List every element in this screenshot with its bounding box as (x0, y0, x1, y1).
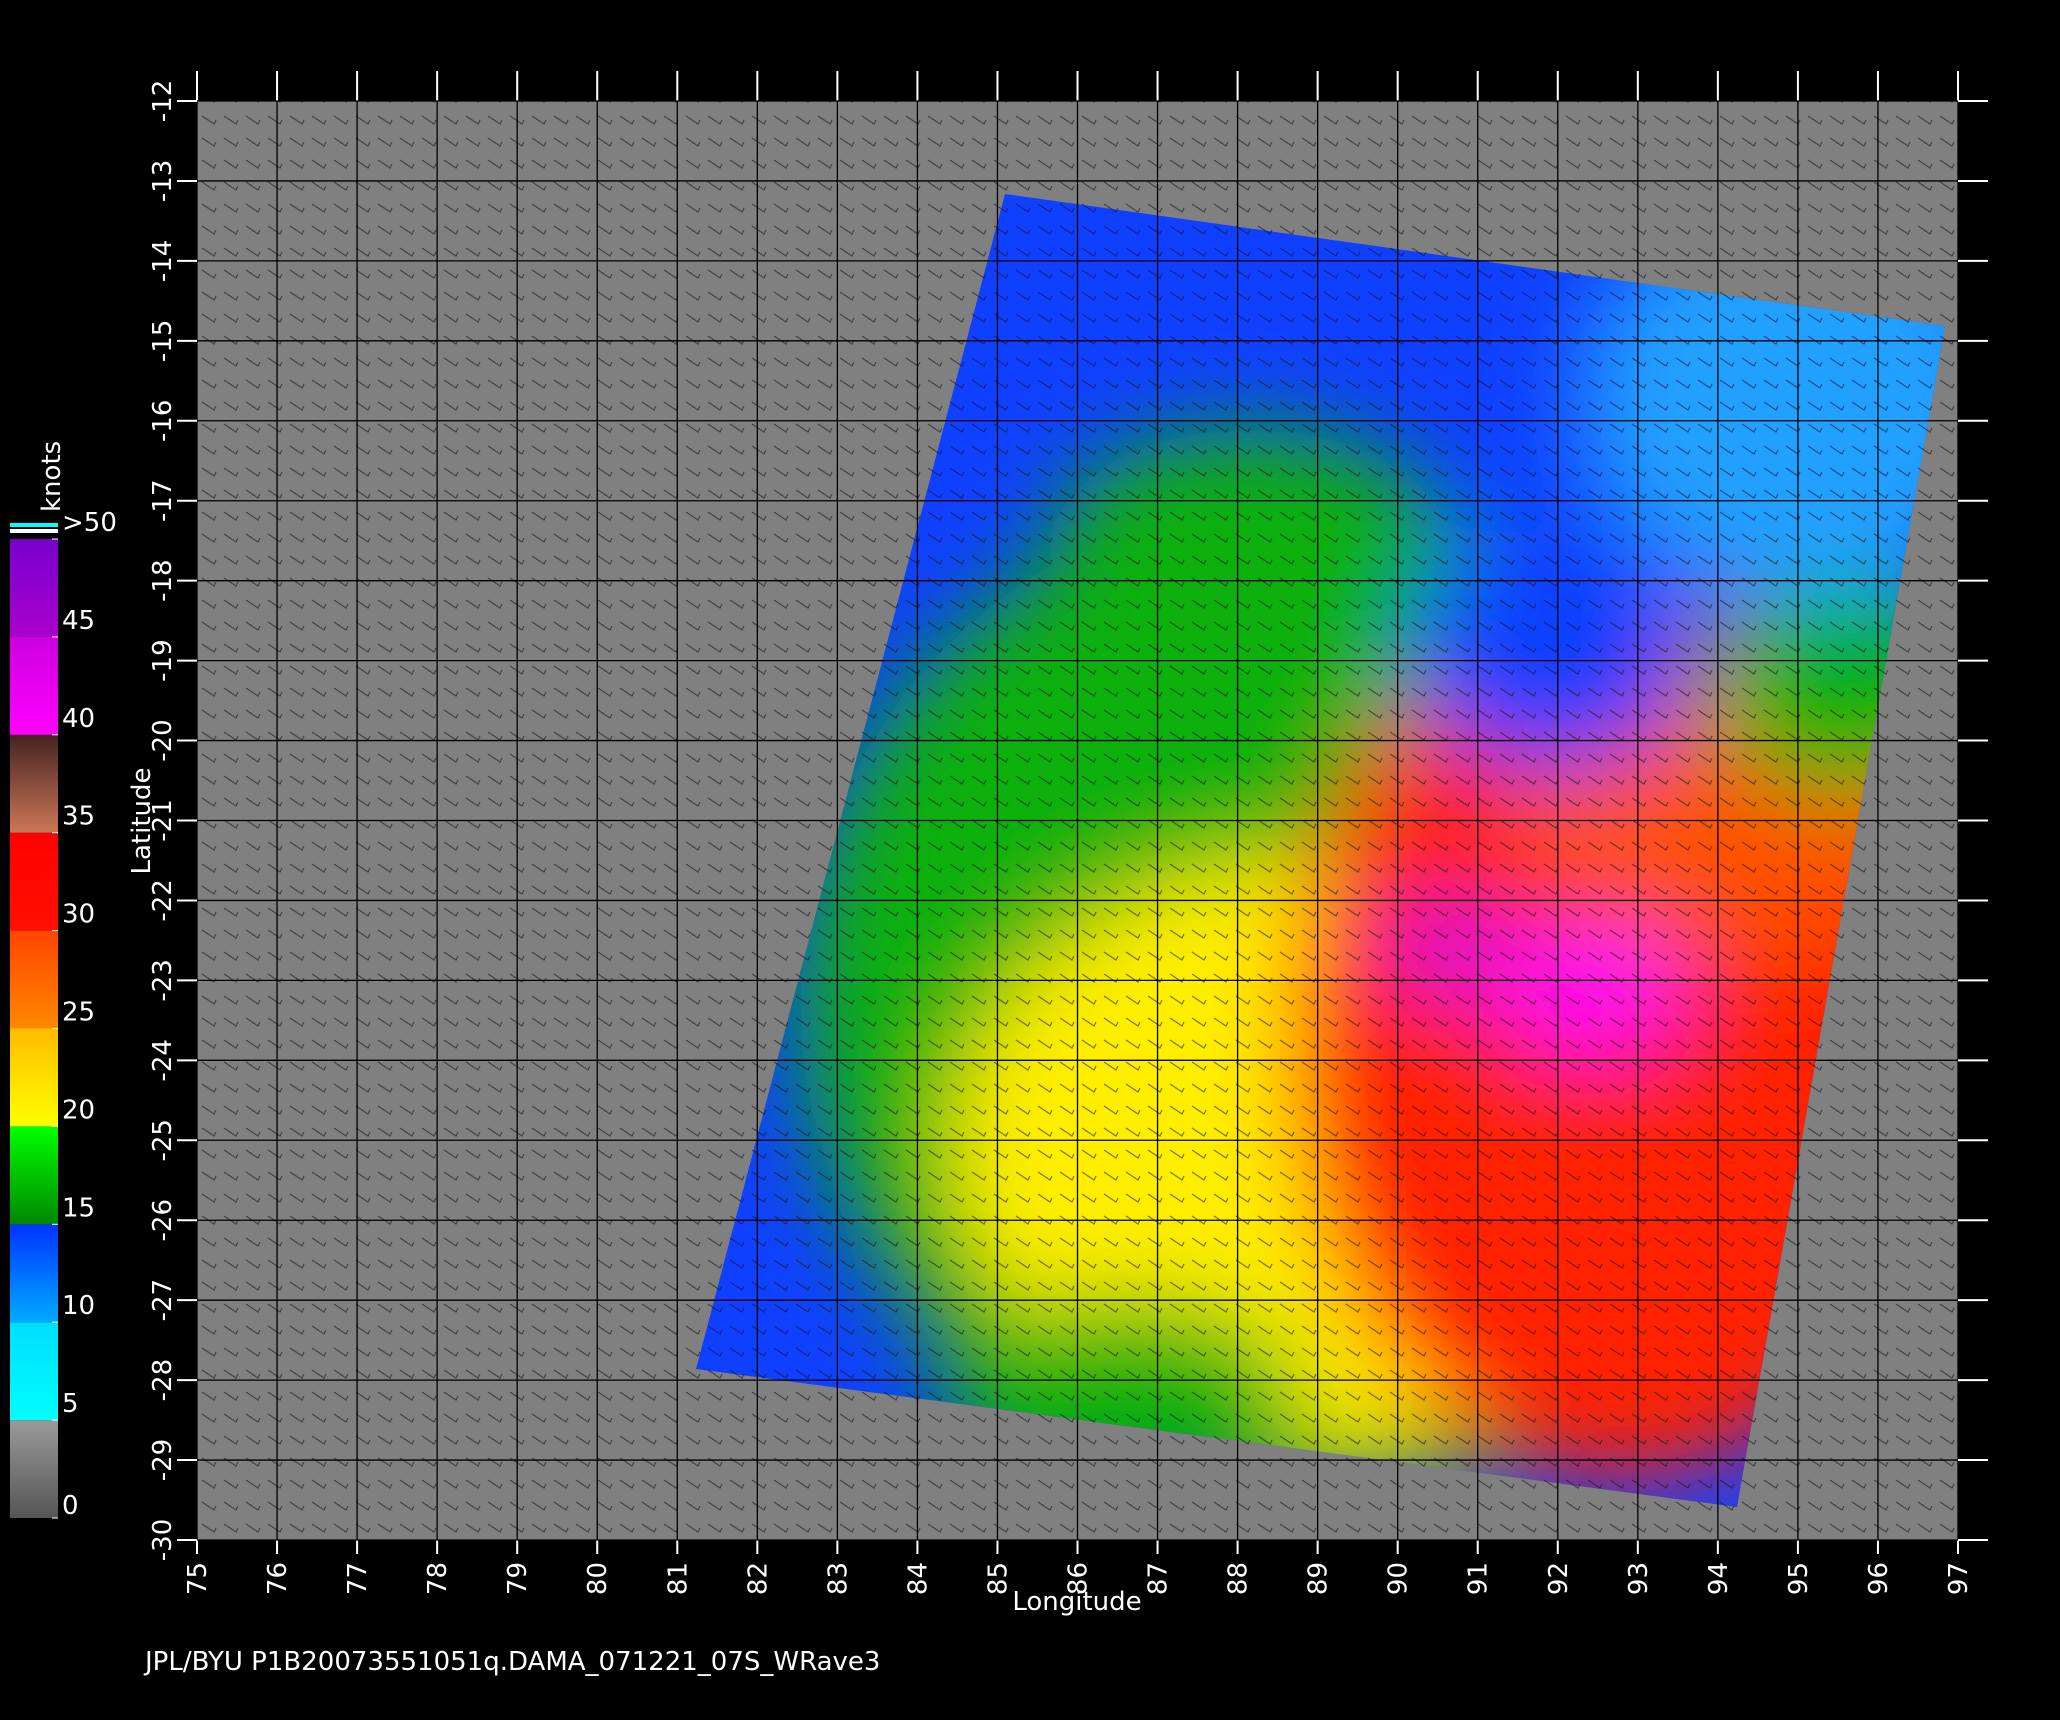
colorbar-band (10, 636, 58, 735)
y-axis-label: Latitude (127, 767, 157, 874)
y-tick-label: -18 (148, 559, 178, 601)
colorbar-tick-label: 5 (62, 1389, 79, 1419)
colorbar-tick-label: >50 (62, 508, 117, 538)
x-tick-label: 88 (1224, 1562, 1254, 1595)
y-tick-label: -29 (148, 1439, 178, 1481)
x-tick-label: 93 (1624, 1562, 1654, 1595)
x-tick-label: 90 (1384, 1562, 1414, 1595)
colorbar-tick-label: 10 (62, 1291, 95, 1321)
colorbar-band (10, 1322, 58, 1421)
x-tick-label: 86 (1064, 1562, 1094, 1595)
y-tick-label: -19 (148, 639, 178, 681)
x-tick-label: 76 (263, 1562, 293, 1595)
y-tick-label: -14 (148, 240, 178, 282)
x-tick-label: 95 (1784, 1562, 1814, 1595)
colorbar-tick-label: 40 (62, 704, 95, 734)
x-tick-label: 85 (983, 1562, 1013, 1595)
x-tick-label: 75 (183, 1562, 213, 1595)
y-tick-label: -27 (148, 1279, 178, 1321)
y-tick-label: -24 (148, 1039, 178, 1081)
x-tick-label: 82 (743, 1562, 773, 1595)
y-tick-label: -17 (148, 479, 178, 521)
colorbar-tick-label: 0 (62, 1491, 79, 1521)
y-tick-label: -13 (148, 160, 178, 202)
colorbar-band (10, 1126, 58, 1225)
x-tick-label: 81 (663, 1562, 693, 1595)
colorbar-cap (10, 529, 58, 533)
colorbar-band (10, 539, 58, 637)
colorbar-tick-label: 25 (62, 998, 95, 1028)
y-tick-label: -26 (148, 1199, 178, 1241)
y-tick-label: -21 (148, 799, 178, 841)
x-tick-label: 84 (903, 1562, 933, 1595)
x-tick-label: 80 (583, 1562, 613, 1595)
x-axis-label: Longitude (1012, 1587, 1141, 1617)
colorbar-tick-label: 45 (62, 606, 95, 636)
colorbar-tick-label: 15 (62, 1193, 95, 1223)
colorbar-band (10, 832, 58, 931)
x-tick-label: 78 (423, 1562, 453, 1595)
x-tick-label: 77 (343, 1562, 373, 1595)
x-tick-label: 97 (1944, 1562, 1974, 1595)
colorbar-band (10, 930, 58, 1029)
footer: JPL/BYU P1B20073551051q.DAMA_071221_07S_… (143, 1647, 880, 1677)
y-tick-label: -23 (148, 959, 178, 1001)
colorbar-band (10, 1224, 58, 1323)
y-tick-label: -25 (148, 1119, 178, 1161)
y-tick-label: -22 (148, 879, 178, 921)
y-tick-label: -16 (148, 400, 178, 442)
x-tick-label: 94 (1704, 1562, 1734, 1595)
colorbar-tick-label: 35 (62, 802, 95, 832)
x-tick-label: 89 (1304, 1562, 1334, 1595)
x-tick-label: 92 (1544, 1562, 1574, 1595)
y-tick-label: -12 (148, 80, 178, 122)
x-tick-label: 83 (823, 1562, 853, 1595)
colorbar-cap (10, 523, 58, 527)
colorbar-band (10, 1028, 58, 1127)
colorbar-band (10, 734, 58, 833)
y-tick-label: -15 (148, 320, 178, 362)
y-tick-label: -30 (148, 1519, 178, 1561)
colorbar-tick-label: 20 (62, 1095, 95, 1125)
colorbar-tick-label: 30 (62, 900, 95, 930)
x-tick-label: 91 (1464, 1562, 1494, 1595)
x-tick-label: 87 (1144, 1562, 1174, 1595)
colorbar-band (10, 1420, 58, 1518)
x-tick-label: 96 (1864, 1562, 1894, 1595)
y-tick-label: -20 (148, 719, 178, 761)
y-tick-label: -28 (148, 1359, 178, 1401)
colorbar-title: knots (37, 441, 67, 512)
x-tick-label: 79 (503, 1562, 533, 1595)
